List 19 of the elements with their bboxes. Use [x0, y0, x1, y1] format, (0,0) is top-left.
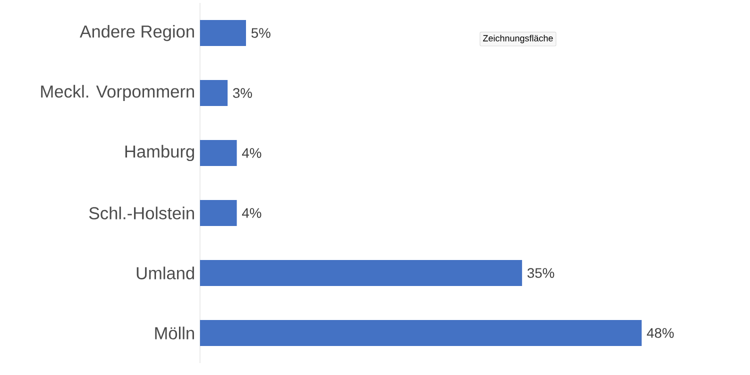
bar [200, 260, 522, 286]
bar [200, 200, 237, 226]
y-tick-label: Mölln [155, 326, 194, 340]
data-label: 5% [251, 28, 270, 38]
data-label: 4% [242, 148, 262, 158]
bar [200, 80, 228, 106]
data-label: 3% [233, 88, 252, 98]
data-label: 48% [646, 328, 674, 338]
y-tick-label: Hamburg [125, 144, 194, 162]
y-tick-label: Meckl. Vorpommern [41, 84, 194, 102]
y-tick-label: Andere Region [80, 24, 194, 42]
y-tick-label: Umland [136, 266, 194, 280]
bar [200, 140, 237, 166]
annotation: Zeichnungsfläche [483, 34, 553, 44]
bar [200, 20, 246, 46]
data-label: 35% [527, 268, 554, 278]
bar [200, 320, 642, 346]
data-label: 4% [242, 208, 262, 218]
y-tick-label: Schl.-Holstein [89, 206, 194, 220]
